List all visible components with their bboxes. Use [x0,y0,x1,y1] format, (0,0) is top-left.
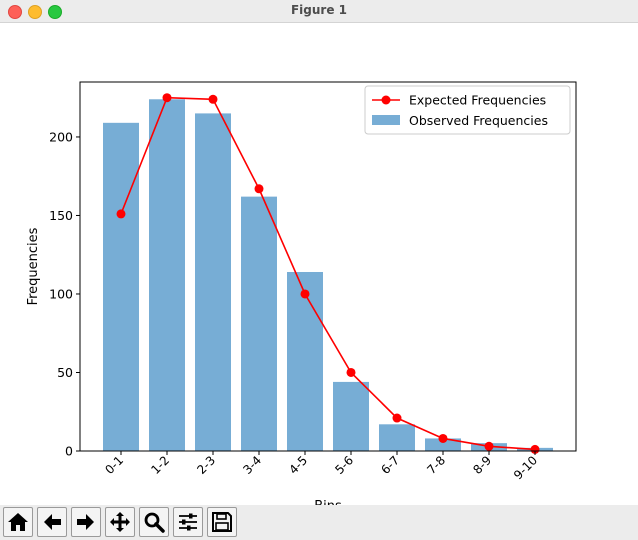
configure-subplots-button[interactable] [173,507,203,537]
forward-button[interactable] [71,507,101,537]
legend-box [364,85,571,135]
bar-1-2 [149,99,185,451]
bar-2-3 [195,113,231,451]
bar-5-6 [333,381,369,451]
pan-move-icon [110,512,130,532]
x-axis-label: Bins [314,499,342,505]
back-arrow-icon [44,514,61,530]
expected-point-5-6 [346,367,356,377]
expected-point-8-9 [484,441,494,451]
x-tick-label-5-6: 5-6 [332,453,356,477]
bar-7-8 [425,438,461,451]
expected-point-9-10 [530,444,540,454]
y-tick-label-50: 50 [57,365,73,380]
window-minimize-button[interactable] [28,5,42,19]
window-titlebar: Figure 1 [0,0,638,23]
expected-point-7-8 [438,433,448,443]
x-tick-label-9-10: 9-10 [511,453,540,482]
expected-point-4-5 [300,289,310,299]
expected-point-3-4 [254,184,264,194]
legend-label-observed: Observed Frequencies [409,113,548,128]
legend-bar-swatch [372,115,400,125]
x-tick-label-2-3: 2-3 [194,453,218,477]
bar-0-1 [103,122,139,451]
expected-point-0-1 [116,209,126,219]
expected-line [120,96,536,451]
home-icon [8,513,28,531]
y-tick-label-150: 150 [49,208,73,223]
zoom-button[interactable] [139,507,169,537]
y-axis-label: Frequencies [26,227,41,305]
navigation-toolbar [0,505,638,540]
x-tick-label-0-1: 0-1 [102,453,126,477]
bar-3-4 [241,196,277,451]
back-button[interactable] [37,507,67,537]
window-close-button[interactable] [8,5,22,19]
plot-frame [79,81,577,452]
home-button[interactable] [3,507,33,537]
legend-label-expected: Expected Frequencies [409,93,546,108]
configure-subplots-icon [179,513,197,531]
x-tick-label-8-9: 8-9 [470,453,494,477]
y-tick-label-100: 100 [49,286,73,301]
x-tick-label-6-7: 6-7 [378,453,402,477]
save-button[interactable] [207,507,237,537]
pan-button[interactable] [105,507,135,537]
x-tick-label-4-5: 4-5 [286,453,310,477]
y-tick-label-0: 0 [65,444,73,459]
zoom-magnifier-icon [144,512,165,533]
forward-arrow-icon [77,514,94,530]
expected-point-6-7 [392,413,402,423]
window-title: Figure 1 [290,3,348,17]
expected-point-1-2 [162,93,172,103]
bar-4-5 [287,271,323,451]
legend-marker-swatch [381,95,391,105]
x-tick-label-7-8: 7-8 [424,453,448,477]
bar-6-7 [379,424,415,451]
chart-figure: 0 50 100 150 200 0-1 1-2 2-3 3-4 4-5 5-6 6-7 7-8 8-9 9… [26,81,577,505]
save-floppy-icon [212,512,232,532]
x-tick-label-3-4: 3-4 [240,453,264,477]
y-tick-label-200: 200 [49,129,73,144]
expected-point-2-3 [208,94,218,104]
window-maximize-button[interactable] [48,5,62,19]
x-tick-label-1-2: 1-2 [148,453,172,477]
